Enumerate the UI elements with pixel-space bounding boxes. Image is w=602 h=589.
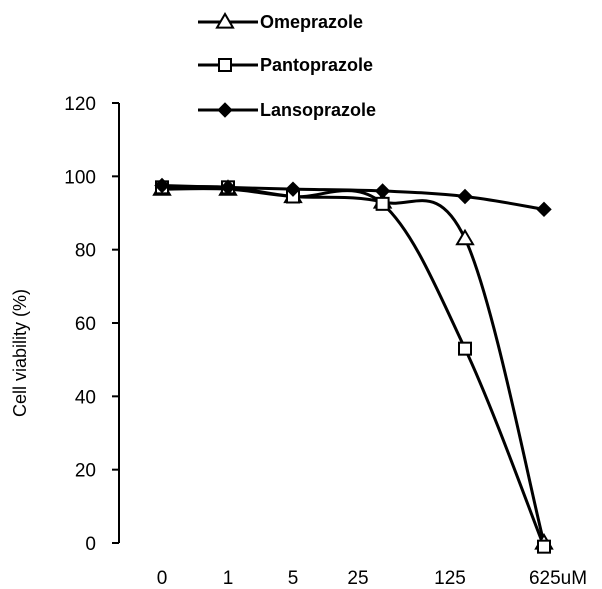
x-tick-label: 1 <box>223 568 234 589</box>
y-tick-label: 0 <box>85 534 96 555</box>
legend: Omeprazole Pantoprazole Lansoprazole <box>198 12 376 120</box>
series-line-omeprazole <box>161 187 546 544</box>
y-axis-title: Cell viability (%) <box>10 289 30 417</box>
legend-marker-pantoprazole <box>218 58 232 72</box>
x-tick-label: 0 <box>157 568 168 589</box>
series-markers <box>152 177 554 554</box>
data-point-pantoprazole <box>537 539 551 554</box>
series-lines <box>161 184 546 548</box>
y-tick-label: 100 <box>64 167 96 188</box>
data-point-pantoprazole <box>375 196 390 211</box>
x-tick-label: 5 <box>288 568 299 589</box>
x-ticks: 0 1 5 25 125 625uM <box>157 568 587 589</box>
legend-marker-omeprazole <box>215 12 235 29</box>
data-point-lansoprazole <box>536 201 552 218</box>
data-point-lansoprazole <box>285 181 301 197</box>
y-tick-label: 80 <box>75 241 96 262</box>
legend-label-lansoprazole: Lansoprazole <box>260 100 376 120</box>
x-tick-label: 625uM <box>529 568 587 589</box>
series-line-pantoprazole <box>161 185 546 548</box>
legend-marker-lansoprazole <box>217 102 233 118</box>
legend-label-omeprazole: Omeprazole <box>260 12 363 32</box>
data-point-lansoprazole <box>374 183 391 199</box>
data-point-pantoprazole <box>458 341 472 356</box>
legend-label-pantoprazole: Pantoprazole <box>260 55 373 75</box>
y-tick-label: 120 <box>64 94 96 115</box>
data-point-lansoprazole <box>154 177 170 194</box>
y-ticks: 0 20 40 60 80 100 120 <box>64 94 119 555</box>
data-point-omeprazole <box>455 228 475 246</box>
data-point-lansoprazole <box>457 188 473 205</box>
y-tick-label: 20 <box>75 461 96 482</box>
data-point-lansoprazole <box>220 179 236 196</box>
y-tick-label: 40 <box>75 387 96 408</box>
x-tick-label: 25 <box>347 568 368 589</box>
x-tick-label: 125 <box>434 568 466 589</box>
y-tick-label: 60 <box>75 314 96 335</box>
